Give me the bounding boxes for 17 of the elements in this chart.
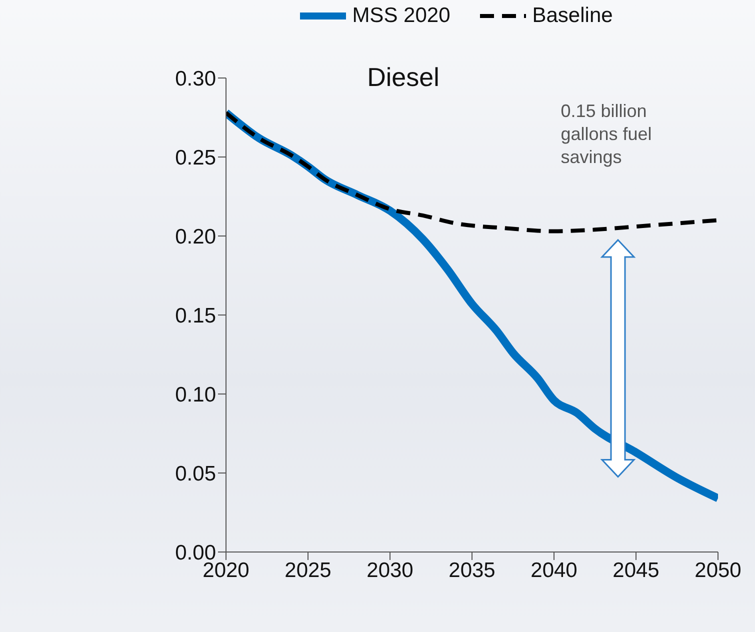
x-tick-label: 2020 bbox=[202, 558, 250, 582]
y-tick-label: 0.25 bbox=[175, 146, 216, 170]
y-tick-label: 0.15 bbox=[175, 304, 216, 328]
x-tick-label: 2030 bbox=[366, 558, 414, 582]
legend-label: Baseline bbox=[531, 4, 613, 28]
legend-label: MSS 2020 bbox=[351, 4, 450, 28]
x-tick-label: 2050 bbox=[694, 558, 742, 582]
y-tick-label: 0.30 bbox=[175, 67, 216, 90]
x-tick-label: 2040 bbox=[530, 558, 578, 582]
y-tick-label: 0.10 bbox=[175, 383, 216, 406]
x-tick-label: 2035 bbox=[448, 558, 496, 582]
y-tick-label: 0.05 bbox=[175, 462, 216, 486]
chart-title: Diesel bbox=[367, 62, 440, 93]
y-tick-label: 0.20 bbox=[175, 225, 216, 248]
x-tick-label: 2025 bbox=[284, 558, 332, 582]
annotation: 0.15 billion gallons fuel savings bbox=[560, 100, 653, 169]
x-tick-label: 2045 bbox=[612, 558, 660, 582]
